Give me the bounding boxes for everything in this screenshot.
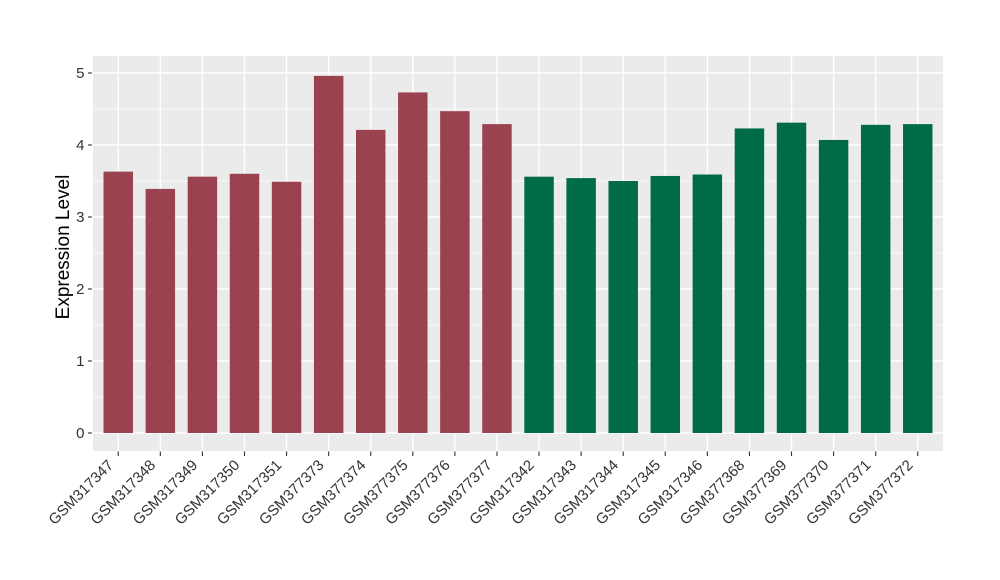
bar-GSM317345 xyxy=(650,175,681,433)
bar-GSM317350 xyxy=(229,173,260,434)
bar-GSM377375 xyxy=(398,92,428,433)
bar-GSM317351 xyxy=(271,181,302,433)
bar-GSM317346 xyxy=(692,174,723,433)
bar-GSM377370 xyxy=(818,139,849,433)
y-tick-label: 1 xyxy=(76,353,84,370)
bar-GSM317347 xyxy=(103,171,133,433)
bar-GSM317348 xyxy=(145,188,176,433)
y-tick-label: 4 xyxy=(76,137,84,154)
bar-GSM377374 xyxy=(355,129,386,433)
y-tick-label: 2 xyxy=(76,281,84,298)
y-tick-label: 5 xyxy=(76,65,84,82)
bar-GSM377376 xyxy=(440,111,470,433)
bar-GSM377371 xyxy=(860,124,891,433)
bar-GSM377373 xyxy=(313,75,344,433)
bar-GSM317344 xyxy=(608,181,638,433)
y-axis-title: Expression Level xyxy=(53,174,74,320)
bar-GSM377377 xyxy=(482,124,512,434)
y-tick-label: 0 xyxy=(76,425,84,442)
bar-GSM317343 xyxy=(566,178,596,433)
bar-GSM377368 xyxy=(734,128,765,433)
bar-GSM377369 xyxy=(776,122,807,434)
plot-panel xyxy=(93,56,943,451)
bar-GSM317342 xyxy=(524,176,554,433)
bar-GSM317349 xyxy=(187,176,218,433)
bar-GSM377372 xyxy=(903,124,933,434)
y-tick-label: 3 xyxy=(76,209,84,226)
